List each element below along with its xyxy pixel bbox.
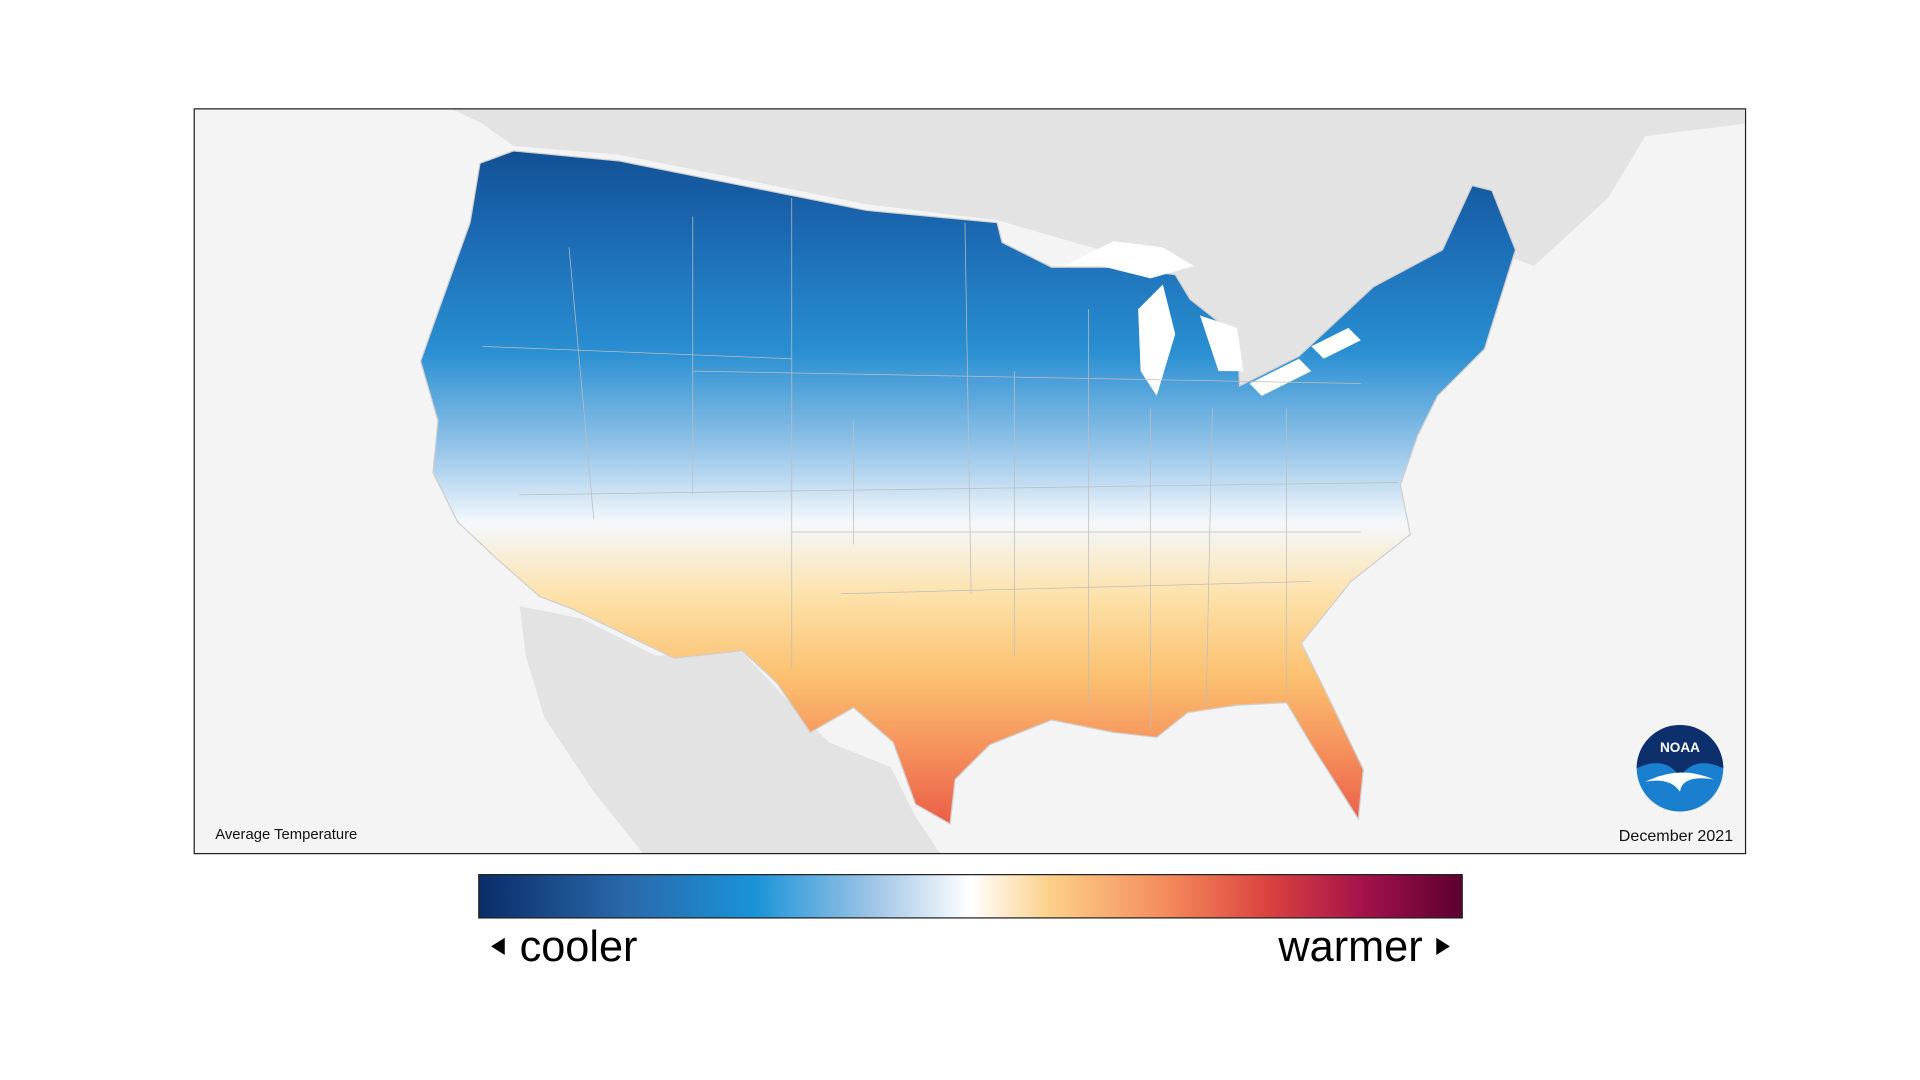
contiguous-us — [419, 150, 1517, 825]
map-title: Average Temperature — [215, 827, 357, 843]
cooler-label: cooler — [520, 923, 638, 971]
map: Average Temperature December 2021 NOAA — [194, 108, 1746, 854]
color-scale — [478, 874, 1463, 919]
map-frame — [193, 108, 1747, 855]
left-arrow — [491, 937, 505, 956]
canada — [451, 108, 1745, 396]
state-borders — [482, 197, 1398, 730]
great-lakes — [1063, 241, 1361, 396]
noaa-logo: NOAA — [1636, 724, 1724, 812]
logo-text: NOAA — [1660, 740, 1700, 755]
mexico — [519, 606, 941, 854]
warmer-label: warmer — [1277, 923, 1422, 971]
map-date: December 2021 — [1619, 827, 1733, 845]
right-arrow — [1436, 937, 1450, 956]
content: Average Temperature December 2021 NOAA c… — [193, 108, 1747, 971]
